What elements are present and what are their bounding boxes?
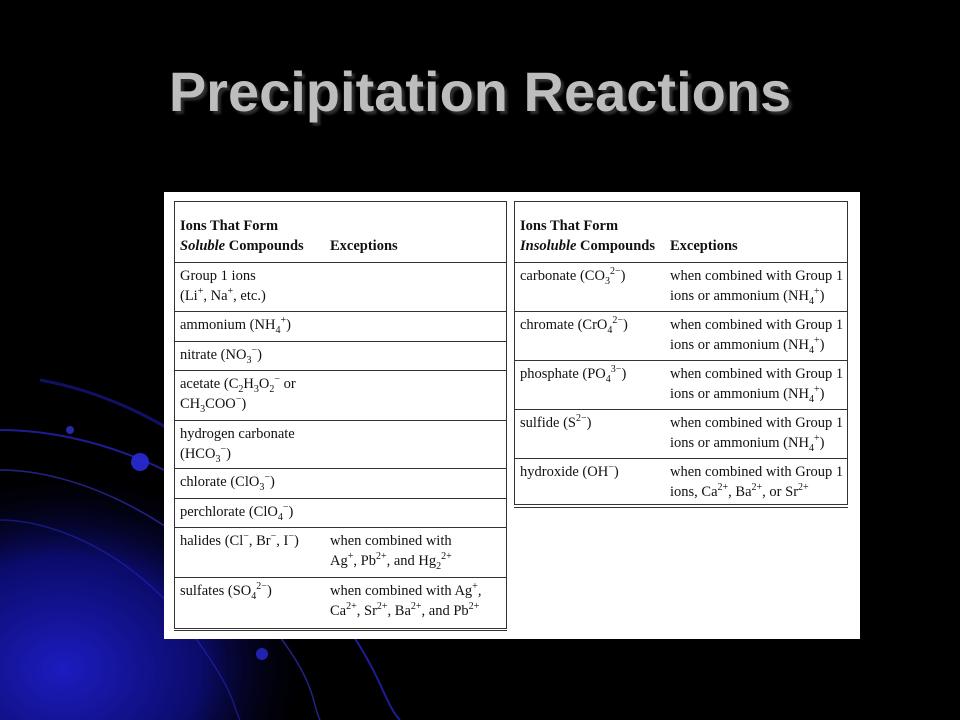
ion-cell: chromate (CrO42−) xyxy=(514,311,668,361)
insoluble-ions-table: Ions That Form Insoluble Compounds Excep… xyxy=(514,201,848,508)
ion-cell: sulfates (SO42−) xyxy=(174,577,328,631)
header-italic: Soluble xyxy=(180,238,226,254)
exception-cell xyxy=(328,341,507,371)
ion-cell: hydrogen carbonate (HCO3−) xyxy=(174,420,328,469)
column-header-ions: Ions That Form Insoluble Compounds xyxy=(514,201,668,263)
exception-cell xyxy=(328,420,507,469)
table-row: nitrate (NO3−) xyxy=(174,341,507,371)
exception-cell: when combined with Group 1 ions or ammoni… xyxy=(668,262,848,312)
exception-cell xyxy=(328,262,507,312)
exception-cell: when combined with Group 1 ions or ammoni… xyxy=(668,360,848,410)
ion-cell: acetate (C2H3O2− or CH3COO−) xyxy=(174,370,328,421)
header-line1: Ions That Form xyxy=(180,218,279,234)
ion-cell: chlorate (ClO3−) xyxy=(174,468,328,499)
table-row: chromate (CrO42−) when combined with Grou… xyxy=(514,311,848,361)
table-row: sulfates (SO42−) when combined with Ag+, C… xyxy=(174,577,507,631)
table-row: perchlorate (ClO4−) xyxy=(174,498,507,528)
table-header-row: Ions That Form Insoluble Compounds Excep… xyxy=(514,201,848,263)
soluble-ions-table: Ions That Form Soluble Compounds Excepti… xyxy=(174,201,507,631)
table-row: halides (Cl−, Br−, I−) when combined with… xyxy=(174,527,507,578)
ion-cell: Group 1 ions (Li+, Na+, etc.) xyxy=(174,262,328,312)
exception-cell xyxy=(328,498,507,528)
header-line1: Ions That Form xyxy=(520,218,619,234)
table-header-row: Ions That Form Soluble Compounds Excepti… xyxy=(174,201,507,263)
exception-cell: when combined with Group 1 ions or ammoni… xyxy=(668,409,848,459)
column-header-exceptions: Exceptions xyxy=(328,201,507,263)
table-row: ammonium (NH4+) xyxy=(174,311,507,342)
header-rest: Compounds xyxy=(576,238,655,254)
table-row: Group 1 ions (Li+, Na+, etc.) xyxy=(174,262,507,312)
ion-cell: sulfide (S2−) xyxy=(514,409,668,459)
ion-cell: ammonium (NH4+) xyxy=(174,311,328,342)
ion-cell: halides (Cl−, Br−, I−) xyxy=(174,527,328,578)
exception-cell: when combined with Group 1 ions or ammoni… xyxy=(668,311,848,361)
table-row: phosphate (PO43−) when combined with Grou… xyxy=(514,360,848,410)
ion-cell: carbonate (CO32−) xyxy=(514,262,668,312)
header-rest: Compounds xyxy=(225,238,304,254)
table-row: hydroxide (OH−) when combined with Group … xyxy=(514,458,848,508)
ion-cell: perchlorate (ClO4−) xyxy=(174,498,328,528)
table-row: chlorate (ClO3−) xyxy=(174,468,507,499)
table-row: hydrogen carbonate (HCO3−) xyxy=(174,420,507,469)
ion-cell: phosphate (PO43−) xyxy=(514,360,668,410)
column-header-ions: Ions That Form Soluble Compounds xyxy=(174,201,328,263)
exception-cell xyxy=(328,468,507,499)
column-header-exceptions: Exceptions xyxy=(668,201,848,263)
slide-title: Precipitation Reactions xyxy=(168,60,792,123)
ion-cell: hydroxide (OH−) xyxy=(514,458,668,508)
exception-cell xyxy=(328,311,507,342)
exception-cell xyxy=(328,370,507,421)
table-row: acetate (C2H3O2− or CH3COO−) xyxy=(174,370,507,421)
solubility-rules-figure: Ions That Form Soluble Compounds Excepti… xyxy=(164,192,860,639)
exception-cell: when combined with Ag+, Pb2+, and Hg22+ xyxy=(328,527,507,578)
table-row: carbonate (CO32−) when combined with Grou… xyxy=(514,262,848,312)
ion-cell: nitrate (NO3−) xyxy=(174,341,328,371)
exception-cell: when combined with Ag+, Ca2+, Sr2+, Ba2+,… xyxy=(328,577,507,631)
header-italic: Insoluble xyxy=(520,238,577,254)
exception-cell: when combined with Group 1 ions, Ca2+, Ba… xyxy=(668,458,848,508)
